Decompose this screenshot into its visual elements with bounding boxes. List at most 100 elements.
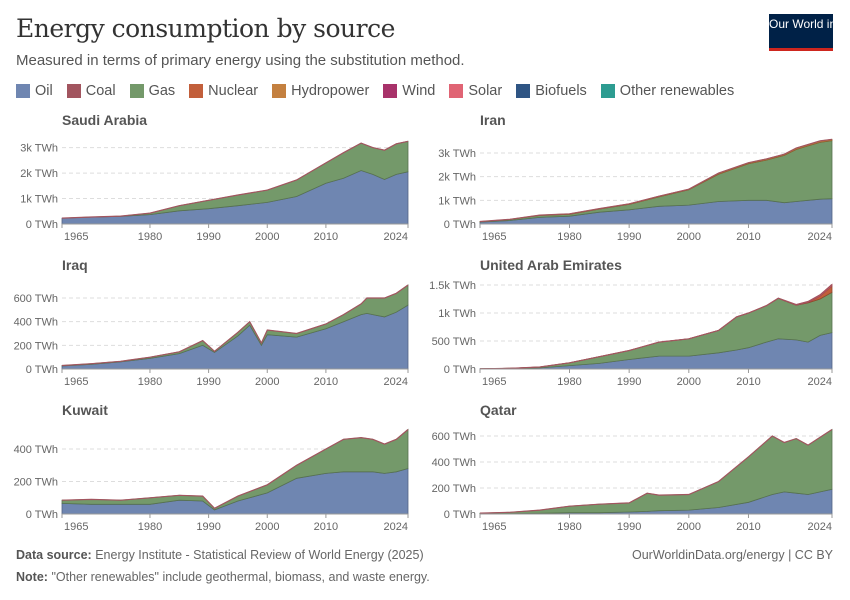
legend-label: Wind — [402, 83, 436, 99]
legend-item-wind[interactable]: Wind — [383, 83, 435, 99]
x-tick-label: 2010 — [314, 521, 338, 533]
legend-swatch — [600, 84, 615, 98]
x-tick-label: 2010 — [736, 376, 760, 388]
legend-item-coal[interactable]: Coal — [66, 83, 116, 99]
y-tick-label: 2k TWh — [20, 168, 58, 180]
panel-title: Kuwait — [62, 402, 108, 418]
legend-item-oil[interactable]: Oil — [16, 83, 53, 99]
legend-item-nuclear[interactable]: Nuclear — [189, 83, 258, 99]
chart-title: Energy consumption by source — [16, 14, 395, 43]
note-label: Note: — [16, 570, 48, 584]
y-tick-label: 400 TWh — [14, 317, 58, 329]
x-tick-label: 1990 — [196, 521, 220, 533]
legend-swatch — [129, 84, 144, 98]
y-tick-label: 200 TWh — [432, 483, 476, 495]
y-tick-label: 2k TWh — [438, 172, 476, 184]
y-tick-label: 1k TWh — [20, 194, 58, 206]
panel-iran: 0 TWh 1k TWh 2k TWh 3k TWh 1965 1980 1990 2000 2… — [438, 138, 833, 243]
x-tick-label: 2010 — [314, 376, 338, 388]
y-tick-label: 0 TWh — [26, 219, 58, 231]
x-tick-label: 1990 — [196, 231, 220, 243]
legend-label: Other renewables — [619, 83, 735, 99]
x-tick-label: 2010 — [736, 521, 760, 533]
panel-title: Iraq — [62, 257, 88, 273]
y-tick-label: 0 TWh — [26, 509, 58, 521]
y-tick-label: 1.5k TWh — [429, 280, 476, 292]
y-tick-label: 200 TWh — [14, 340, 58, 352]
y-tick-label: 1k TWh — [438, 308, 476, 320]
x-tick-label: 2000 — [677, 231, 701, 243]
legend-item-hydro[interactable]: Hydropower — [272, 83, 369, 99]
x-tick-label: 2000 — [255, 231, 279, 243]
x-tick-label: 2024 — [808, 231, 832, 243]
x-tick-label: 1990 — [617, 231, 641, 243]
legend-swatch — [449, 84, 464, 98]
total-outline — [479, 428, 833, 514]
legend-swatch — [189, 84, 204, 98]
x-tick-label: 2024 — [808, 376, 832, 388]
x-tick-label: 2010 — [314, 231, 338, 243]
legend-swatch — [383, 84, 398, 98]
legend-item-gas[interactable]: Gas — [129, 83, 176, 99]
panel-title: Iran — [480, 112, 506, 128]
chart-subtitle: Measured in terms of primary energy usin… — [16, 52, 465, 69]
x-tick-label: 2000 — [677, 376, 701, 388]
credit-link[interactable]: OurWorldinData.org/energy | CC BY — [631, 548, 833, 562]
legend-swatch — [66, 84, 81, 98]
y-tick-label: 0 TWh — [26, 364, 58, 376]
note: Note: "Other renewables" include geother… — [16, 570, 430, 584]
legend-label: Gas — [148, 83, 176, 99]
owid-logo[interactable]: Our World in Data — [769, 14, 850, 51]
x-tick-label: 1980 — [138, 376, 162, 388]
area-oil[interactable] — [61, 467, 409, 515]
total-outline — [61, 140, 409, 219]
total-outline — [61, 429, 409, 510]
x-tick-label: 1990 — [196, 376, 220, 388]
y-tick-label: 0 TWh — [444, 364, 476, 376]
legend-item-solar[interactable]: Solar — [449, 83, 502, 99]
x-tick-label: 2000 — [255, 521, 279, 533]
panel-kuwait: 0 TWh 200 TWh 400 TWh 1965 1980 1990 2000 2010 2… — [14, 428, 409, 533]
panel-iraq: 0 TWh 200 TWh 400 TWh 600 TWh 1965 1980 1990 20… — [14, 284, 409, 388]
y-tick-label: 3k TWh — [438, 148, 476, 160]
x-tick-label: 1980 — [138, 231, 162, 243]
x-tick-label: 1965 — [64, 231, 88, 243]
panel-qatar: 0 TWh 200 TWh 400 TWh 600 TWh 1965 1980 1990 20… — [432, 428, 833, 533]
x-tick-label: 1965 — [482, 521, 506, 533]
legend-swatch — [16, 84, 30, 98]
y-tick-label: 400 TWh — [14, 444, 58, 456]
x-tick-label: 2000 — [255, 376, 279, 388]
x-tick-label: 1965 — [64, 521, 88, 533]
panel-title: Saudi Arabia — [62, 112, 148, 128]
data-source-text[interactable]: Energy Institute - Statistical Review of… — [95, 548, 424, 562]
note-text: "Other renewables" include geothermal, b… — [51, 570, 430, 584]
legend-label: Solar — [468, 83, 503, 99]
legend-label: Biofuels — [535, 83, 587, 99]
data-source-label: Data source: — [16, 548, 92, 562]
x-tick-label: 1990 — [617, 521, 641, 533]
x-tick-label: 2024 — [384, 376, 408, 388]
x-tick-label: 2010 — [736, 231, 760, 243]
legend-label: Coal — [85, 83, 116, 99]
legend: Oil Coal Gas Nuclear Hydropower Wind Solar Biof… — [16, 83, 734, 99]
legend-item-biofuels[interactable]: Biofuels — [516, 83, 587, 99]
legend-label: Oil — [35, 83, 53, 99]
x-tick-label: 1965 — [64, 376, 88, 388]
y-tick-label: 400 TWh — [432, 457, 476, 469]
y-tick-label: 0 TWh — [444, 219, 476, 231]
legend-item-other[interactable]: Other renewables — [600, 83, 735, 99]
data-source: Data source: Energy Institute - Statisti… — [16, 548, 424, 562]
x-tick-label: 2024 — [384, 521, 408, 533]
y-tick-label: 500 TWh — [432, 336, 476, 348]
y-tick-label: 600 TWh — [14, 293, 58, 305]
total-outline — [479, 138, 833, 223]
x-tick-label: 1980 — [557, 376, 581, 388]
x-tick-label: 2024 — [808, 521, 832, 533]
y-tick-label: 3k TWh — [20, 143, 58, 155]
x-tick-label: 1965 — [482, 376, 506, 388]
legend-label: Hydropower — [291, 83, 370, 99]
panel-title: United Arab Emirates — [480, 257, 622, 273]
x-tick-label: 1980 — [138, 521, 162, 533]
